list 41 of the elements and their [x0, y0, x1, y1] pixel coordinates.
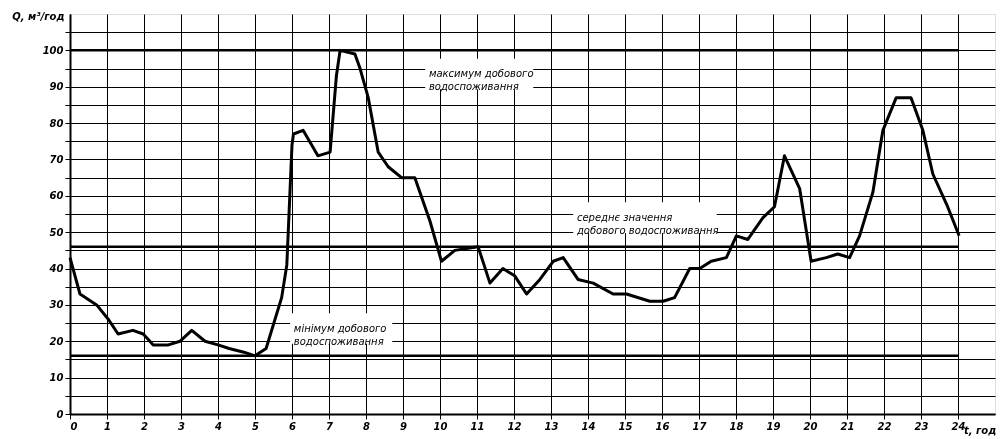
y-tick-label: 40: [48, 263, 64, 275]
x-tick-label: 3: [178, 420, 186, 432]
x-tick-label: 20: [803, 420, 818, 432]
x-tick-label: 22: [877, 420, 892, 432]
y-tick-label: 60: [49, 190, 64, 202]
x-tick-label: 13: [544, 420, 559, 432]
y-tick-label: 90: [49, 81, 64, 93]
x-tick-label: 10: [433, 420, 448, 432]
x-tick-label: 1: [104, 420, 111, 432]
x-tick-label: 11: [470, 420, 485, 432]
x-tick-label: 15: [618, 420, 633, 432]
x-tick-label: 21: [840, 420, 855, 432]
y-tick-label: 20: [49, 335, 64, 347]
x-tick-label: 17: [692, 420, 707, 432]
x-tick-label: 4: [214, 420, 223, 432]
x-axis-title: t, год: [964, 424, 997, 436]
y-tick-label: 30: [49, 299, 64, 311]
y-tick-label: 0: [56, 408, 64, 420]
x-tick-label: 12: [507, 420, 522, 432]
x-tick-label: 6: [289, 420, 297, 432]
ref-line-label: максимум добового водоспоживання: [428, 68, 534, 92]
y-tick-label: 70: [49, 153, 64, 165]
x-tick-label: 23: [914, 420, 929, 432]
x-tick-label: 18: [729, 420, 744, 432]
x-tick-label: 7: [326, 420, 334, 432]
x-tick-label: 2: [141, 420, 149, 432]
y-tick-label: 10: [49, 372, 64, 384]
x-tick-label: 16: [655, 420, 670, 432]
y-tick-label: 100: [42, 44, 64, 56]
y-axis-title: Q, м³/год: [12, 10, 65, 22]
y-tick-label: 50: [49, 226, 64, 238]
x-tick-label: 14: [581, 420, 596, 432]
x-tick-label: 9: [400, 420, 408, 432]
ref-line-label: середнє значення добового водоспоживання: [575, 211, 719, 236]
ref-line-label: мінімум добового водоспоживання: [293, 322, 387, 347]
x-tick-label: 0: [70, 420, 78, 432]
y-tick-label: 80: [49, 117, 64, 129]
x-tick-label: 5: [252, 420, 260, 432]
x-tick-label: 19: [766, 420, 781, 432]
x-tick-label: 8: [363, 420, 371, 432]
x-tick-label: 24: [951, 420, 966, 432]
